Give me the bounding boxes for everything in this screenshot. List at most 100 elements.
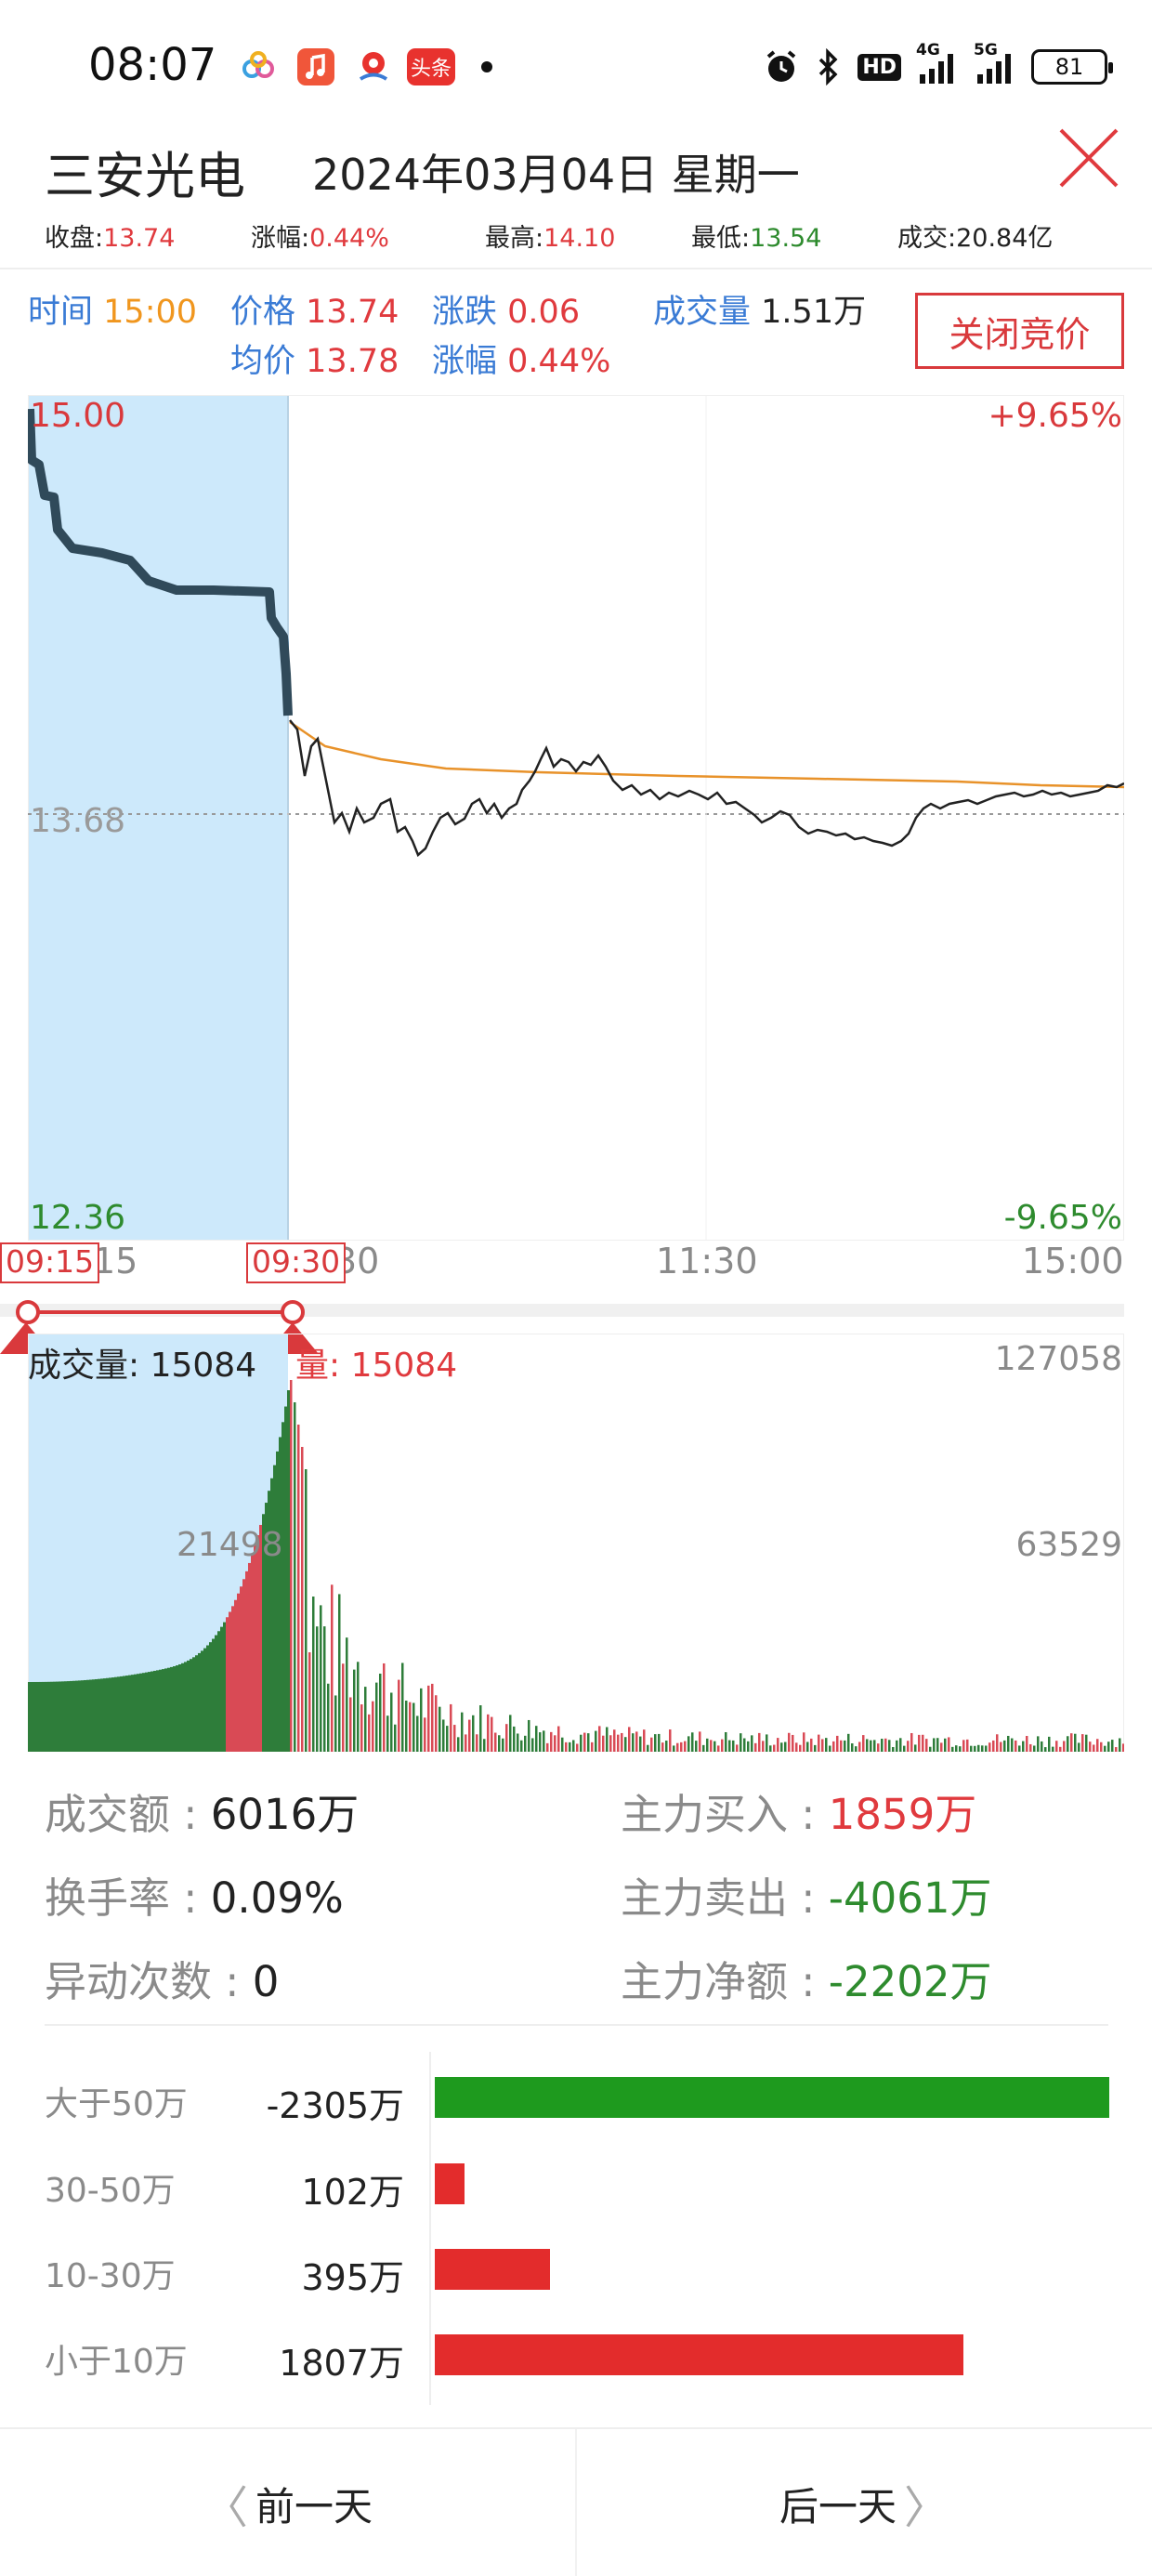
app-cloud-icon (240, 48, 277, 85)
stat-turnover-rate: 换手率 : 0.09% (45, 1864, 344, 1925)
volume-bar (829, 1745, 831, 1752)
volume-bar (609, 1735, 612, 1752)
volume-bar (970, 1745, 973, 1752)
info-change: 涨跌 0.06 (432, 285, 580, 333)
volume-value: 20.84亿 (956, 224, 1054, 253)
main-net-label: 主力净额 : (621, 1957, 829, 2006)
volume-bar (810, 1738, 813, 1752)
high-label: 最高: (485, 224, 544, 253)
info-pct-label: 涨幅 (432, 343, 498, 380)
volume-bar (784, 1741, 787, 1752)
toutiao-app-icon: 头条 (407, 48, 455, 85)
volume-bar (316, 1626, 319, 1752)
volume-bar (877, 1743, 880, 1752)
volume-bar (346, 1637, 348, 1752)
intraday-price-chart[interactable]: 15.00 13.68 12.36 +9.65% -9.65% (28, 395, 1124, 1241)
volume-bar (301, 1447, 304, 1752)
volume-bar (910, 1732, 913, 1752)
flow-bar-30-50 (435, 2163, 465, 2204)
volume-bar (751, 1735, 753, 1752)
volume-bar (517, 1733, 519, 1752)
volume-bar (513, 1726, 516, 1752)
info-time-label: 时间 (28, 294, 94, 331)
flow-bar-large (435, 2077, 1109, 2118)
volume-bar (357, 1662, 360, 1752)
volume-bar (431, 1683, 434, 1752)
auction-volume-bar (98, 1678, 100, 1752)
auction-volume-bar (268, 1491, 270, 1752)
end-time-flag: 09:30 (246, 1242, 347, 1283)
hd-icon: HD (857, 53, 901, 81)
volume-bar (736, 1744, 739, 1752)
time-axis: 15 30 11:30 15:00 (0, 1241, 1152, 1296)
auction-volume-bar (114, 1676, 117, 1752)
volume-bar (591, 1741, 594, 1752)
summary-close: 收盘:13.74 (45, 217, 175, 254)
volume-bar (535, 1726, 538, 1752)
volume-bar (323, 1626, 326, 1752)
header-divider (0, 268, 1152, 269)
info-volume: 成交量 1.51万 (653, 285, 866, 333)
next-day-button[interactable]: 后一天 〉 (576, 2429, 1152, 2576)
auction-volume-bar (47, 1681, 50, 1752)
slider-start-handle[interactable] (16, 1300, 40, 1324)
intraday-price-line (289, 719, 1124, 858)
volume-bar (424, 1717, 426, 1752)
auction-range-slider[interactable] (0, 1296, 1152, 1361)
volume-bar (892, 1747, 895, 1752)
auction-volume-bar (229, 1611, 231, 1752)
auction-volume-bar (178, 1663, 181, 1752)
volume-bar (754, 1742, 757, 1752)
volume-bar (762, 1741, 765, 1752)
auction-volume-bar (184, 1662, 187, 1752)
close-button[interactable] (1052, 121, 1126, 195)
auction-volume-bar (279, 1437, 281, 1752)
volume-bar (598, 1726, 601, 1752)
volume-bar (297, 1425, 300, 1752)
auction-volume-bar (240, 1586, 242, 1752)
volume-bar (806, 1741, 809, 1752)
turnover-value: 6016万 (210, 1790, 360, 1839)
volume-bar (1119, 1738, 1121, 1752)
volume-bar (1104, 1745, 1106, 1752)
auction-volume-bar (195, 1655, 198, 1752)
chevron-right-icon: 〉 (904, 2482, 949, 2534)
prev-day-button[interactable]: 〈 前一天 (0, 2429, 576, 2576)
stat-main-net: 主力净额 : -2202万 (621, 1948, 992, 2008)
volume-bar (505, 1724, 508, 1752)
volume-bar (780, 1742, 783, 1752)
volume-bar (331, 1584, 334, 1752)
auction-volume-bar (167, 1667, 170, 1752)
slider-end-handle[interactable] (281, 1300, 305, 1324)
volume-bar (334, 1695, 337, 1752)
volume-bar (855, 1746, 857, 1752)
volume-chart[interactable] (28, 1334, 1124, 1752)
pct-axis-bottom: -9.65% (1004, 1199, 1122, 1237)
auction-volume-bar (198, 1652, 201, 1752)
info-avg-label: 均价 (230, 343, 296, 380)
price-axis-mid: 13.68 (30, 802, 125, 840)
anomaly-value: 0 (252, 1957, 280, 2006)
volume-bar (803, 1732, 805, 1752)
volume-bar (509, 1715, 512, 1752)
volume-bar (427, 1685, 430, 1752)
volume-bar (409, 1702, 412, 1752)
volume-bar (647, 1744, 649, 1752)
volume-bar (699, 1731, 701, 1752)
volume-bar (1096, 1739, 1099, 1752)
volume-bar (312, 1597, 315, 1752)
volume-bar (320, 1605, 322, 1752)
volume-bar (740, 1733, 742, 1752)
auction-volume-bar (187, 1660, 190, 1752)
volume-bar (1078, 1742, 1080, 1752)
close-auction-button[interactable]: 关闭竞价 (915, 293, 1124, 369)
auction-volume-bar (223, 1622, 226, 1752)
stat-turnover: 成交额 : 6016万 (45, 1781, 359, 1841)
volume-bar (364, 1687, 367, 1752)
volume-bar (1003, 1740, 1006, 1752)
volume-bar (844, 1740, 846, 1752)
volume-bar (643, 1729, 646, 1752)
volume-bar (769, 1745, 772, 1752)
trade-date: 2024年03月04日 星期一 (312, 150, 800, 200)
info-avg: 均价 13.78 (230, 335, 399, 382)
